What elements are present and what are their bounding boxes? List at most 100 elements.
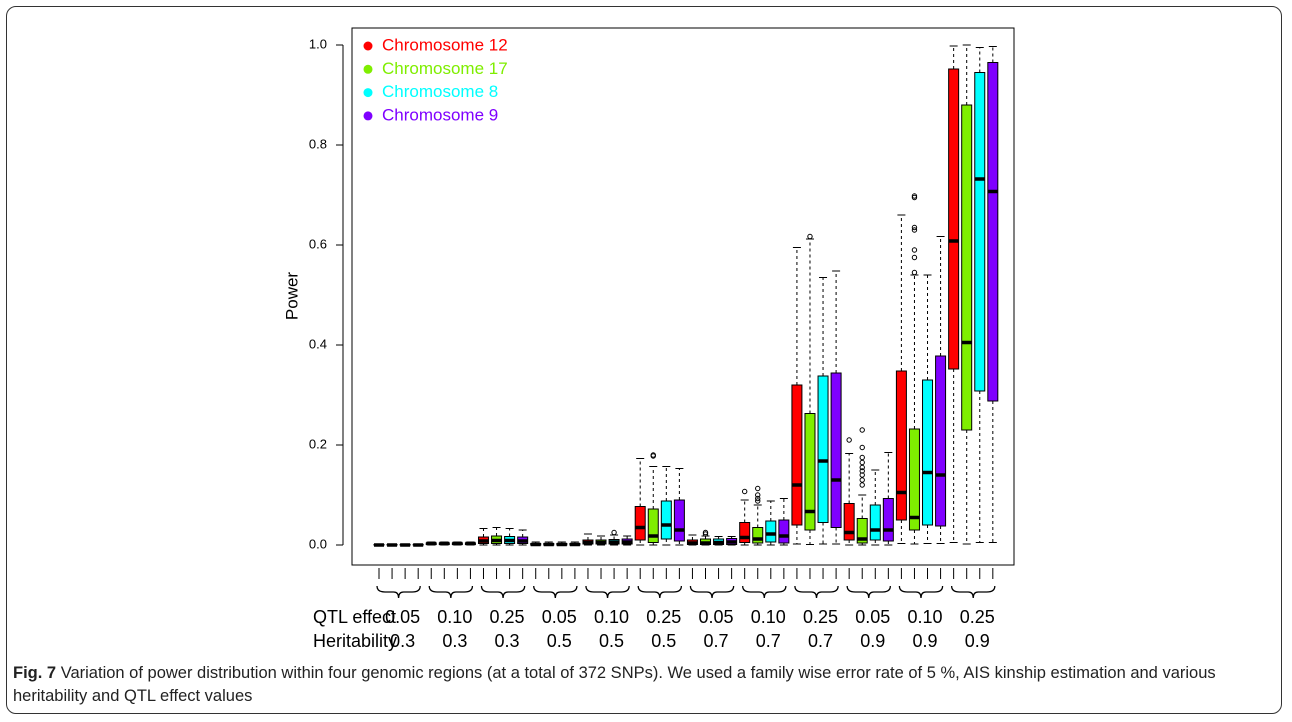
- box: [987, 62, 999, 402]
- group-brace: [950, 585, 996, 599]
- legend-label: Chromosome 8: [382, 82, 498, 101]
- outlier: [755, 485, 761, 492]
- y-tick-label: 0.2: [309, 436, 327, 451]
- x-group-label: 0.05: [385, 607, 420, 627]
- group-brace: [794, 585, 839, 599]
- box: [856, 518, 868, 544]
- x-group-label: 0.10: [907, 607, 942, 627]
- x-group-label: 0.25: [646, 607, 681, 627]
- x-group-label: 0.25: [960, 607, 995, 627]
- outlier: [911, 247, 918, 253]
- plot-frame: [351, 27, 1015, 566]
- group-brace: [376, 585, 421, 599]
- x-group-label: 0.25: [803, 607, 838, 627]
- box: [830, 372, 842, 528]
- y-tick-label: 0.0: [309, 536, 327, 551]
- outlier: [859, 444, 865, 451]
- outlier: [911, 269, 918, 276]
- group-brace: [533, 585, 578, 599]
- outlier: [911, 227, 918, 233]
- x-group-label: 0.7: [704, 631, 729, 651]
- x-group-label: 0.10: [594, 607, 629, 627]
- y-tick-label: 0.8: [309, 136, 327, 151]
- x-group-label: 0.10: [437, 607, 472, 627]
- y-tick-label: 0.6: [309, 236, 327, 251]
- x-group-label: 0.3: [495, 631, 520, 651]
- x-group-label: 0.10: [751, 607, 786, 627]
- x-group-label: 0.5: [599, 631, 624, 651]
- x-group-label: 0.5: [547, 631, 572, 651]
- outlier: [702, 531, 709, 537]
- legend-marker: [363, 88, 373, 98]
- box: [843, 503, 855, 541]
- y-tick-label: 1.0: [309, 36, 327, 51]
- group-brace: [689, 585, 735, 599]
- box: [752, 527, 764, 544]
- box: [882, 498, 894, 542]
- box: [869, 504, 881, 541]
- box: [895, 370, 907, 521]
- x-group-label: 0.9: [912, 631, 937, 651]
- box: [673, 499, 685, 542]
- box: [791, 384, 803, 526]
- caption-label: Fig. 7: [13, 664, 57, 682]
- box: [922, 379, 934, 526]
- group-brace: [480, 585, 526, 599]
- box: [647, 508, 659, 543]
- group-brace: [846, 585, 891, 599]
- box: [660, 500, 672, 540]
- outlier: [741, 488, 748, 495]
- box: [778, 519, 790, 544]
- group-brace: [428, 585, 474, 599]
- outlier: [846, 437, 852, 443]
- x-group-label: 0.7: [808, 631, 833, 651]
- legend-marker: [363, 64, 373, 74]
- box: [765, 520, 777, 543]
- outlier: [911, 224, 918, 231]
- legend-label: Chromosome 9: [382, 105, 498, 124]
- legend-marker: [363, 41, 373, 51]
- x-group-label: 0.05: [542, 607, 577, 627]
- caption-text: Variation of power distribution within f…: [13, 664, 1216, 705]
- outlier: [859, 477, 865, 483]
- outlier: [859, 464, 865, 471]
- outlier: [911, 254, 918, 261]
- box: [961, 104, 973, 431]
- x-group-label: 0.25: [490, 607, 525, 627]
- box: [908, 428, 920, 531]
- x-row-label: QTL effect: [313, 607, 396, 627]
- x-group-label: 0.3: [442, 631, 467, 651]
- box: [935, 355, 947, 527]
- legend-label: Chromosome 17: [382, 59, 508, 78]
- x-group-label: 0.5: [651, 631, 676, 651]
- group-brace: [898, 585, 944, 599]
- x-group-label: 0.3: [390, 631, 415, 651]
- caption: Fig. 7 Variation of power distribution w…: [13, 662, 1275, 708]
- outlier: [611, 529, 617, 536]
- legend-marker: [363, 111, 373, 121]
- x-group-label: 0.05: [699, 607, 734, 627]
- outlier: [859, 482, 865, 488]
- figure-frame: [6, 6, 1282, 714]
- outlier: [911, 194, 918, 201]
- box: [817, 375, 829, 523]
- group-brace: [637, 585, 683, 599]
- outlier: [859, 459, 865, 466]
- outlier: [859, 454, 865, 461]
- outlier: [859, 427, 865, 433]
- outlier: [755, 498, 761, 504]
- group-brace: [742, 585, 787, 599]
- group-brace: [585, 585, 630, 599]
- box: [804, 413, 816, 531]
- x-row-label: Heritability: [313, 631, 397, 651]
- box: [739, 522, 751, 543]
- x-group-label: 0.05: [855, 607, 890, 627]
- outlier: [807, 233, 813, 240]
- legend-label: Chromosome 12: [382, 35, 508, 54]
- x-group-label: 0.7: [756, 631, 781, 651]
- x-group-label: 0.9: [965, 631, 990, 651]
- y-axis-label: Power: [282, 272, 301, 321]
- x-group-label: 0.9: [860, 631, 885, 651]
